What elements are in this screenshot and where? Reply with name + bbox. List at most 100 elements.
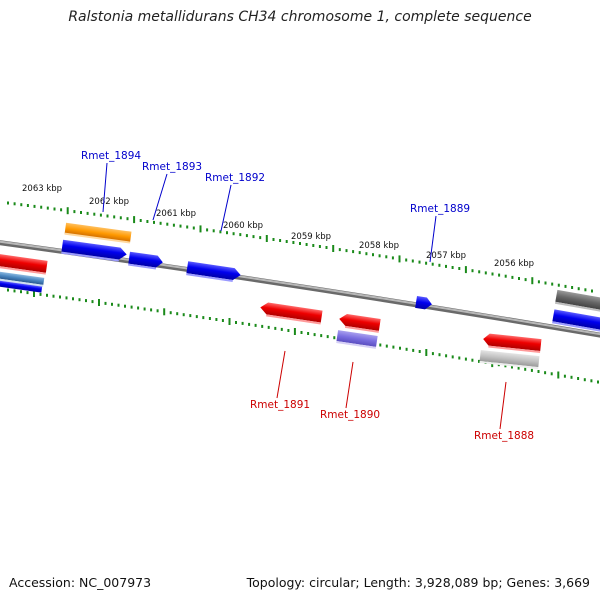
inner-scale-minor-tick: [72, 297, 74, 301]
inner-scale-minor-tick: [280, 327, 283, 331]
inner-scale-major-tick: [228, 318, 231, 325]
inner-scale-minor-tick: [451, 355, 454, 359]
outer-scale-minor-tick: [272, 238, 275, 241]
outer-scale-minor-tick: [591, 289, 593, 293]
outer-scale-minor-tick: [179, 224, 182, 228]
gene-arrow-red-left-edge[interactable]: [0, 253, 48, 275]
outer-scale-minor-tick: [206, 228, 209, 232]
outer-scale-major-tick: [265, 235, 268, 242]
gene-label-rmet-1889[interactable]: Rmet_1889: [410, 203, 470, 215]
gene-arrow-rmet-1888[interactable]: [482, 333, 542, 353]
inner-scale-minor-tick: [137, 306, 140, 310]
outer-scale-minor-tick: [219, 230, 222, 234]
gene-arrow-blue-left-edge[interactable]: [0, 279, 43, 293]
inner-scale-minor-tick: [458, 356, 461, 360]
gene-arrow-blue-right-edge[interactable]: [552, 309, 600, 333]
outer-scale-minor-tick: [504, 274, 507, 278]
gene-label-rmet-1893[interactable]: Rmet_1893: [142, 161, 202, 173]
inner-scale-minor-tick: [320, 334, 323, 338]
outer-scale-minor-tick: [471, 269, 474, 273]
outer-scale-minor-tick: [312, 244, 315, 247]
gene-arrow-rmet-1889[interactable]: [415, 295, 433, 310]
outer-scale-minor-tick: [285, 240, 288, 243]
inner-scale-minor-tick: [399, 346, 401, 350]
outer-scale-minor-tick: [239, 233, 242, 237]
outer-scale-minor-tick: [20, 203, 23, 207]
outer-scale-minor-tick: [7, 201, 9, 205]
outer-scale-minor-tick: [186, 225, 189, 229]
gene-arrow-rmet-1892[interactable]: [186, 261, 241, 283]
outer-scale-minor-tick: [245, 234, 248, 238]
gene-feature-light-grey[interactable]: [479, 350, 540, 370]
inner-scale-minor-tick: [274, 326, 277, 330]
gene-feature-purple[interactable]: [336, 330, 378, 349]
gene-label-rmet-1890[interactable]: Rmet_1890: [320, 409, 380, 421]
outer-scale-minor-tick: [544, 281, 547, 285]
inner-scale-major-tick: [557, 371, 560, 379]
inner-scale-minor-tick: [412, 348, 415, 352]
kbp-label-2063: 2063 kbp: [22, 184, 62, 194]
gene-label-rmet-1894[interactable]: Rmet_1894: [81, 150, 141, 162]
inner-scale-minor-tick: [537, 370, 540, 373]
inner-scale-minor-tick: [91, 300, 94, 304]
outer-scale-minor-tick: [13, 202, 16, 206]
gene-label-rmet-1888[interactable]: Rmet_1888: [474, 430, 534, 442]
outer-scale-minor-tick: [86, 211, 89, 215]
inner-scale-minor-tick: [235, 321, 237, 324]
outer-scale-minor-tick: [259, 236, 262, 240]
inner-scale-minor-tick: [202, 316, 205, 320]
gene-label-rmet-1892[interactable]: Rmet_1892: [205, 172, 265, 184]
inner-scale-minor-tick: [150, 308, 153, 312]
gene-feature-dark-grey[interactable]: [554, 289, 600, 313]
inner-scale-minor-tick: [26, 291, 29, 295]
kbp-label-2056: 2056 kbp: [494, 259, 534, 269]
inner-scale-minor-tick: [176, 312, 179, 316]
inner-scale-minor-tick: [241, 321, 244, 325]
inner-scale-minor-tick: [7, 288, 9, 292]
outer-scale-minor-tick: [584, 288, 587, 292]
outer-scale-minor-tick: [93, 212, 96, 216]
outer-scale-minor-tick: [352, 250, 355, 254]
gene-arrow-rmet-1891[interactable]: [259, 301, 323, 325]
gene-feature-orange[interactable]: [64, 222, 132, 244]
kbp-label-2057: 2057 kbp: [426, 251, 466, 261]
outer-scale-minor-tick: [438, 263, 441, 267]
inner-scale-major-tick: [293, 328, 296, 335]
inner-scale-major-tick: [163, 308, 166, 316]
inner-scale-minor-tick: [431, 352, 434, 356]
inner-scale-minor-tick: [379, 343, 382, 347]
inner-scale-minor-tick: [248, 322, 251, 326]
outer-scale-minor-tick: [279, 239, 282, 242]
outer-tick-row: [7, 201, 593, 293]
inner-scale-minor-tick: [195, 315, 198, 319]
outer-scale-minor-tick: [458, 267, 461, 270]
inner-scale-minor-tick: [385, 344, 388, 348]
outer-scale-minor-tick: [113, 215, 116, 219]
outer-scale-minor-tick: [557, 283, 560, 287]
outer-scale-minor-tick: [153, 220, 155, 224]
outer-scale-minor-tick: [411, 259, 414, 263]
leader-line-rmet-1888: [499, 381, 507, 430]
gene-feature-steel-left-edge[interactable]: [0, 270, 45, 287]
outer-scale-minor-tick: [484, 271, 487, 275]
outer-scale-minor-tick: [53, 207, 56, 211]
inner-scale-minor-tick: [85, 299, 87, 303]
gene-label-rmet-1891[interactable]: Rmet_1891: [250, 399, 310, 411]
gene-arrow-rmet-1890[interactable]: [338, 313, 381, 333]
leader-line-rmet-1890: [345, 361, 354, 409]
inner-scale-minor-tick: [590, 379, 593, 383]
gene-arrow-rmet-1894[interactable]: [61, 239, 127, 263]
inner-scale-minor-tick: [221, 319, 224, 322]
inner-scale-minor-tick: [418, 350, 421, 353]
inner-scale-minor-tick: [464, 357, 467, 361]
inner-scale-minor-tick: [326, 335, 329, 339]
inner-scale-minor-tick: [530, 368, 533, 372]
outer-scale-minor-tick: [445, 264, 447, 268]
outer-scale-minor-tick: [139, 219, 142, 222]
inner-scale-minor-tick: [307, 332, 310, 335]
outer-scale-minor-tick: [119, 216, 122, 220]
outer-scale-minor-tick: [80, 211, 82, 214]
gene-arrow-rmet-1893[interactable]: [128, 251, 164, 271]
inner-scale-minor-tick: [550, 372, 553, 376]
inner-scale-minor-tick: [511, 365, 513, 369]
